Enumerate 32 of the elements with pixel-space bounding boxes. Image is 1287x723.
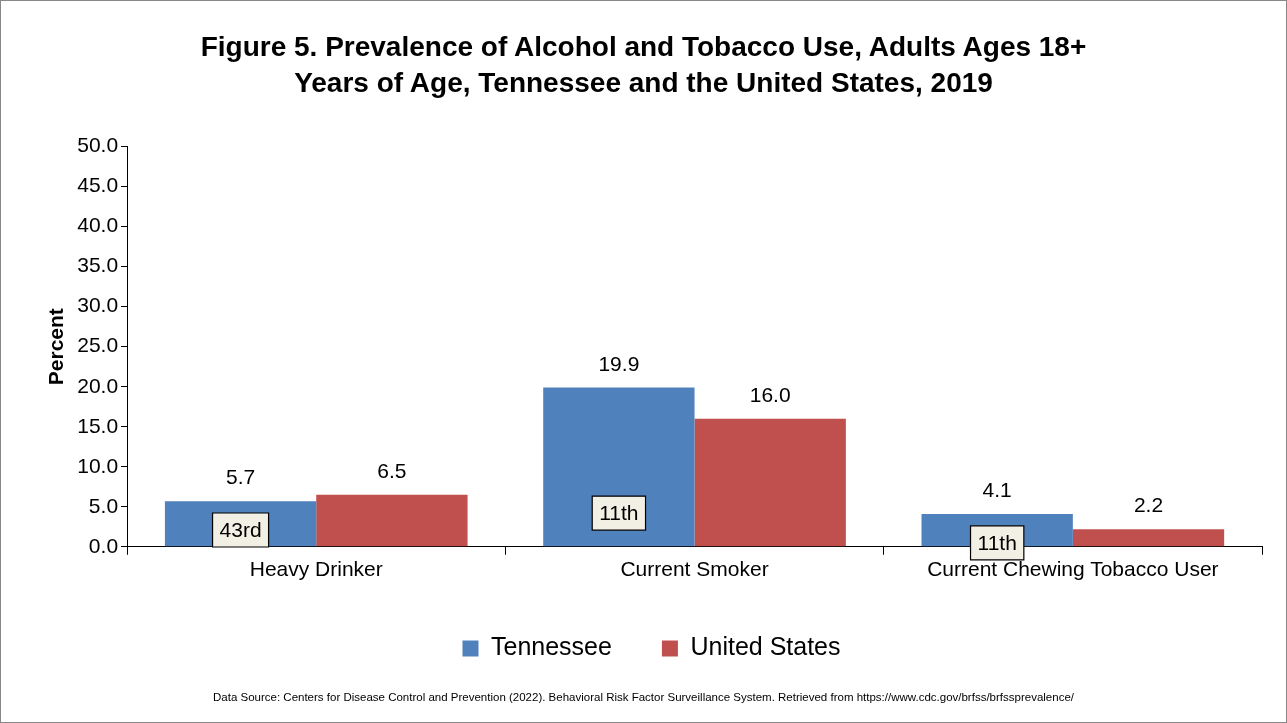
bar <box>316 494 468 547</box>
data-label: 5.7 <box>225 465 256 489</box>
data-label: 19.9 <box>598 351 640 375</box>
y-tick-label: 15.0 <box>77 413 119 437</box>
x-tick-label: Current Smoker <box>620 557 769 581</box>
annotation: 11th <box>599 500 639 524</box>
y-axis-title: Percent <box>44 308 68 386</box>
y-tick-label: 20.0 <box>77 373 119 397</box>
y-tick-label: 50.0 <box>77 133 119 157</box>
y-tick-label: 30.0 <box>77 293 119 317</box>
legend-label: Tennessee <box>491 632 612 661</box>
y-tick-label: 5.0 <box>88 493 119 517</box>
y-tick-label: 0.0 <box>88 533 119 557</box>
data-label: 2.2 <box>1133 493 1164 517</box>
x-tick-label: Current Chewing Tobacco User <box>927 557 1219 581</box>
data-label: 16.0 <box>749 383 791 407</box>
annotation: 11th <box>977 530 1017 554</box>
source-note: Data Source: Centers for Disease Control and Prevention (2022). Behavioral Risk Factor Surveillance System. Retrieved from https://www.cdc.gov/brfss/brfssprevalence/ <box>212 691 1075 703</box>
x-tick-label: Heavy Drinker <box>249 557 383 581</box>
y-tick-label: 10.0 <box>77 453 119 477</box>
bar <box>694 418 846 547</box>
bar <box>1072 529 1225 547</box>
data-label: 6.5 <box>377 459 407 483</box>
y-tick-label: 40.0 <box>77 213 119 237</box>
y-tick-label: 45.0 <box>77 173 119 197</box>
y-tick-label: 25.0 <box>77 333 119 357</box>
legend-label: United States <box>690 632 841 661</box>
y-tick-label: 35.0 <box>77 253 119 277</box>
chart-title: Figure 5. Prevalence of Alcohol and Tobacco Use, Adults Ages 18+ Years of Age, Tennessee and the United States, 2019 <box>199 30 1088 100</box>
annotation: 43rd <box>219 517 262 541</box>
data-label: 4.1 <box>982 478 1012 502</box>
bar <box>543 387 695 547</box>
